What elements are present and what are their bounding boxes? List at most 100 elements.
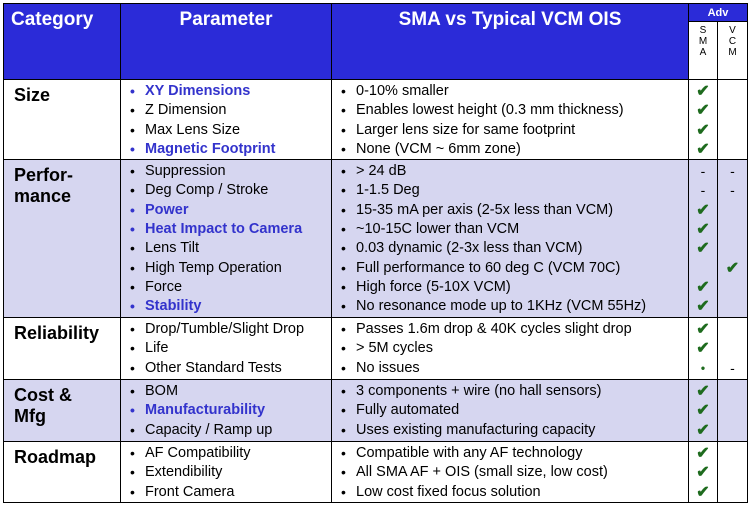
bullet-icon: • xyxy=(341,321,346,338)
sma-mark-cell: - - ✔ ✔ ✔ ✔ ✔ xyxy=(688,159,718,319)
empty-mark xyxy=(719,463,747,482)
comparison-item: • > 24 dB xyxy=(333,162,688,181)
comparison-item: • ~10-15C lower than VCM xyxy=(333,220,688,239)
comparison-item: • None (VCM ~ 6mm zone) xyxy=(333,140,688,159)
header-category: Category xyxy=(3,3,121,80)
dot-mark: • xyxy=(700,360,706,375)
check-icon: ✔ xyxy=(696,402,710,420)
sma-mark-cell: ✔ ✔ • xyxy=(688,317,718,381)
comparison-item: • 0.03 dynamic (2-3x less than VCM) xyxy=(333,239,688,258)
bullet-icon: • xyxy=(130,321,135,338)
check-icon: ✔ xyxy=(696,383,710,401)
table-row: Cost & Mfg • BOM • Manufacturability • Capacity… xyxy=(3,379,748,443)
parameter-item: • BOM xyxy=(122,382,331,401)
parameter-text: Max Lens Size xyxy=(145,121,241,138)
comparison-text: ~10-15C lower than VCM xyxy=(356,221,520,238)
bullet-icon: • xyxy=(130,259,135,276)
bullet-icon: • xyxy=(130,359,135,376)
parameter-item: • XY Dimensions xyxy=(122,82,331,101)
parameter-text: Magnetic Footprint xyxy=(145,140,276,157)
bullet-icon: • xyxy=(341,182,346,199)
comparison-cell: • Passes 1.6m drop & 40K cycles slight dr… xyxy=(331,317,689,381)
parameter-text: Manufacturability xyxy=(145,402,266,419)
empty-mark xyxy=(719,320,747,339)
check-icon: ✔ xyxy=(696,278,710,296)
vcm-mark-cell xyxy=(717,379,748,443)
header-sma-letter: A xyxy=(699,47,707,58)
check-icon: ✔ xyxy=(696,102,710,120)
comparison-text: Passes 1.6m drop & 40K cycles slight dro… xyxy=(356,321,632,338)
parameter-item: • Magnetic Footprint xyxy=(122,140,331,159)
comparison-item: • Fully automated xyxy=(333,401,688,420)
vcm-mark-cell: - - ✔ xyxy=(717,159,748,319)
comparison-item: • 15-35 mA per axis (2-5x less than VCM) xyxy=(333,201,688,220)
header-vcm-letter: M xyxy=(728,47,737,58)
parameter-text: Other Standard Tests xyxy=(145,359,282,376)
bullet-icon: • xyxy=(341,163,346,180)
sma-mark-cell: ✔ ✔ ✔ xyxy=(688,441,718,504)
empty-mark xyxy=(719,297,747,316)
bullet-icon: • xyxy=(130,182,135,199)
empty-mark xyxy=(719,140,747,159)
bullet-icon: • xyxy=(130,483,135,500)
bullet-icon: • xyxy=(130,402,135,419)
comparison-text: Larger lens size for same footprint xyxy=(356,121,576,138)
bullet-icon: • xyxy=(130,240,135,257)
comparison-text: 3 components + wire (no hall sensors) xyxy=(356,383,602,400)
check-icon: ✔ xyxy=(696,83,710,100)
parameter-item: • Manufacturability xyxy=(122,401,331,420)
header-adv: Adv xyxy=(688,3,748,22)
parameter-text: Lens Tilt xyxy=(145,240,199,257)
check-icon: ✔ xyxy=(696,298,710,316)
parameter-text: XY Dimensions xyxy=(145,83,251,99)
bullet-icon: • xyxy=(130,278,135,295)
parameter-item: • Drop/Tumble/Slight Drop xyxy=(122,320,331,339)
comparison-text: Compatible with any AF technology xyxy=(356,445,583,462)
comparison-text: No issues xyxy=(356,359,420,376)
check-icon: ✔ xyxy=(696,221,710,239)
bullet-icon: • xyxy=(341,383,346,400)
parameter-item: • AF Compatibility xyxy=(122,444,331,463)
comparison-text: High force (5-10X VCM) xyxy=(356,278,511,295)
parameter-item: • Other Standard Tests xyxy=(122,359,331,378)
empty-mark xyxy=(719,339,747,358)
table-body: Size • XY Dimensions • Z Dimension • Max Lens … xyxy=(3,78,748,504)
bullet-icon: • xyxy=(341,121,346,138)
comparison-item: • Larger lens size for same footprint xyxy=(333,121,688,140)
check-icon: ✔ xyxy=(696,483,710,501)
comparison-item: • Compatible with any AF technology xyxy=(333,444,688,463)
comparison-item: • Full performance to 60 deg C (VCM 70C) xyxy=(333,259,688,278)
parameter-item: • Suppression xyxy=(122,162,331,181)
comparison-item: • No issues xyxy=(333,359,688,378)
check-icon: ✔ xyxy=(696,421,710,439)
comparison-item: • No resonance mode up to 1KHz (VCM 55Hz) xyxy=(333,297,688,316)
header-sma-letter: S xyxy=(699,25,707,36)
parameter-item: • Z Dimension xyxy=(122,101,331,120)
check-icon: ✔ xyxy=(696,201,710,219)
bullet-icon: • xyxy=(341,278,346,295)
parameter-item: • Life xyxy=(122,339,331,358)
bullet-icon: • xyxy=(341,102,346,119)
parameter-cell: • Drop/Tumble/Slight Drop • Life • Other Stan… xyxy=(120,317,332,381)
comparison-text: None (VCM ~ 6mm zone) xyxy=(356,140,521,157)
check-icon: ✔ xyxy=(696,321,710,339)
parameter-text: Front Camera xyxy=(145,483,235,500)
dash-mark: - xyxy=(730,359,735,376)
check-icon: ✔ xyxy=(696,140,710,158)
dash-mark: - xyxy=(700,182,706,199)
check-icon: ✔ xyxy=(696,121,710,139)
check-icon: ✔ xyxy=(725,259,740,277)
check-icon: ✔ xyxy=(696,445,710,463)
bullet-icon: • xyxy=(130,340,135,357)
header-parameter: Parameter xyxy=(120,3,332,80)
parameter-text: Stability xyxy=(145,298,202,315)
empty-mark xyxy=(719,121,747,140)
parameter-cell: • BOM • Manufacturability • Capacity / Ramp u… xyxy=(120,379,332,443)
parameter-item: • Stability xyxy=(122,297,331,316)
header-comparison: SMA vs Typical VCM OIS xyxy=(331,3,689,80)
bullet-icon: • xyxy=(341,259,346,276)
comparison-text: No resonance mode up to 1KHz (VCM 55Hz) xyxy=(356,298,647,315)
category-cell: Perfor-mance xyxy=(3,159,121,319)
empty-mark xyxy=(719,201,747,220)
bullet-icon: • xyxy=(130,383,135,400)
